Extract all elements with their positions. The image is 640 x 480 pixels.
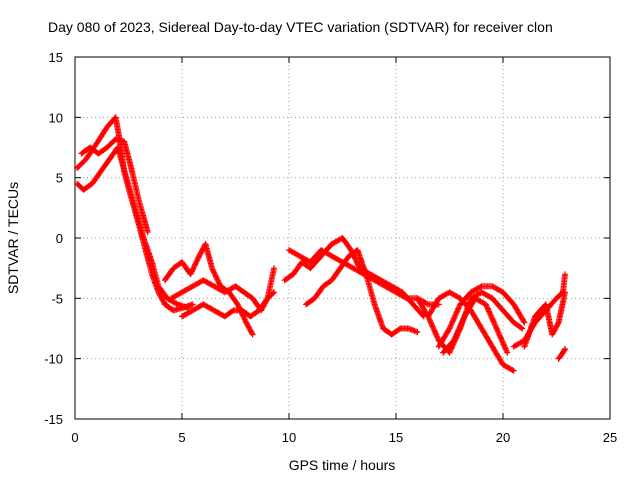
series-markers [74,144,192,311]
x-tick-label: 20 [496,430,510,445]
axis-ticks: 0 5 10 15 20 25 -15 -10 -5 0 5 10 15 [44,50,617,445]
series-track-3 [78,136,151,235]
series-markers [521,289,569,350]
series-markers [78,136,151,235]
series-track-16 [555,346,569,362]
y-tick-label: 15 [49,50,63,65]
series-markers [281,235,427,320]
y-tick-label: -10 [44,352,63,367]
x-tick-label: 5 [178,430,185,445]
y-tick-label: -5 [51,291,63,306]
x-tick-label: 10 [282,430,296,445]
series-markers [440,295,511,356]
grid [75,57,610,419]
y-tick-label: -15 [44,412,63,427]
series-track-9 [303,247,421,338]
series-markers [555,346,569,362]
y-tick-label: 5 [56,171,63,186]
series-track-15 [521,289,569,350]
series-track-4 [161,241,256,338]
series-markers [161,241,256,338]
series-track-12 [435,283,528,350]
data-points [74,114,569,374]
y-tick-label: 0 [56,231,63,246]
x-tick-label: 25 [603,430,617,445]
series-markers [303,247,421,338]
series-track-6 [179,265,278,320]
series-track-2 [74,144,192,311]
chart-title: Day 080 of 2023, Sidereal Day-to-day VTE… [48,19,553,35]
series-markers [179,265,278,320]
x-axis-title: GPS time / hours [289,457,396,473]
x-tick-label: 15 [389,430,403,445]
series-track-7 [281,235,427,320]
y-axis-title: SDTVAR / TECUs [5,182,21,294]
series-track-13 [440,295,511,356]
y-tick-label: 10 [49,110,63,125]
x-tick-label: 0 [71,430,78,445]
series-markers [435,283,528,350]
